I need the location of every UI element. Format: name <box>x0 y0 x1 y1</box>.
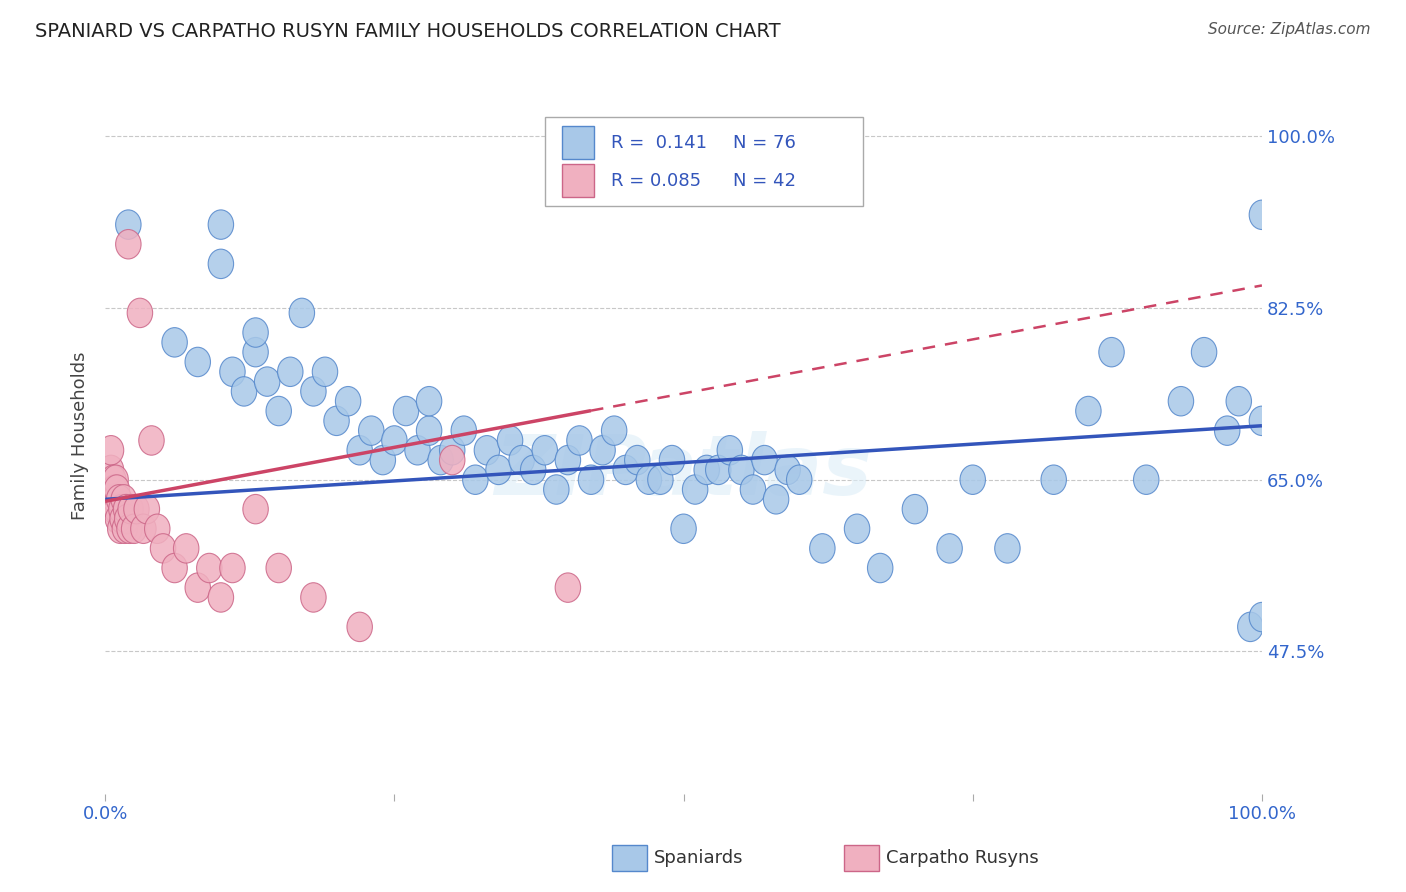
FancyBboxPatch shape <box>544 117 863 206</box>
Text: ZIPatlas: ZIPatlas <box>495 431 873 512</box>
Text: Source: ZipAtlas.com: Source: ZipAtlas.com <box>1208 22 1371 37</box>
Text: N = 42: N = 42 <box>734 171 796 189</box>
Text: R =  0.141: R = 0.141 <box>610 134 707 152</box>
Bar <box>562 164 595 197</box>
Text: Spaniards: Spaniards <box>654 849 744 867</box>
Text: R = 0.085: R = 0.085 <box>610 171 700 189</box>
Y-axis label: Family Households: Family Households <box>72 351 89 520</box>
Text: Carpatho Rusyns: Carpatho Rusyns <box>886 849 1039 867</box>
Bar <box>562 126 595 159</box>
Text: SPANIARD VS CARPATHO RUSYN FAMILY HOUSEHOLDS CORRELATION CHART: SPANIARD VS CARPATHO RUSYN FAMILY HOUSEH… <box>35 22 780 41</box>
Text: N = 76: N = 76 <box>734 134 796 152</box>
